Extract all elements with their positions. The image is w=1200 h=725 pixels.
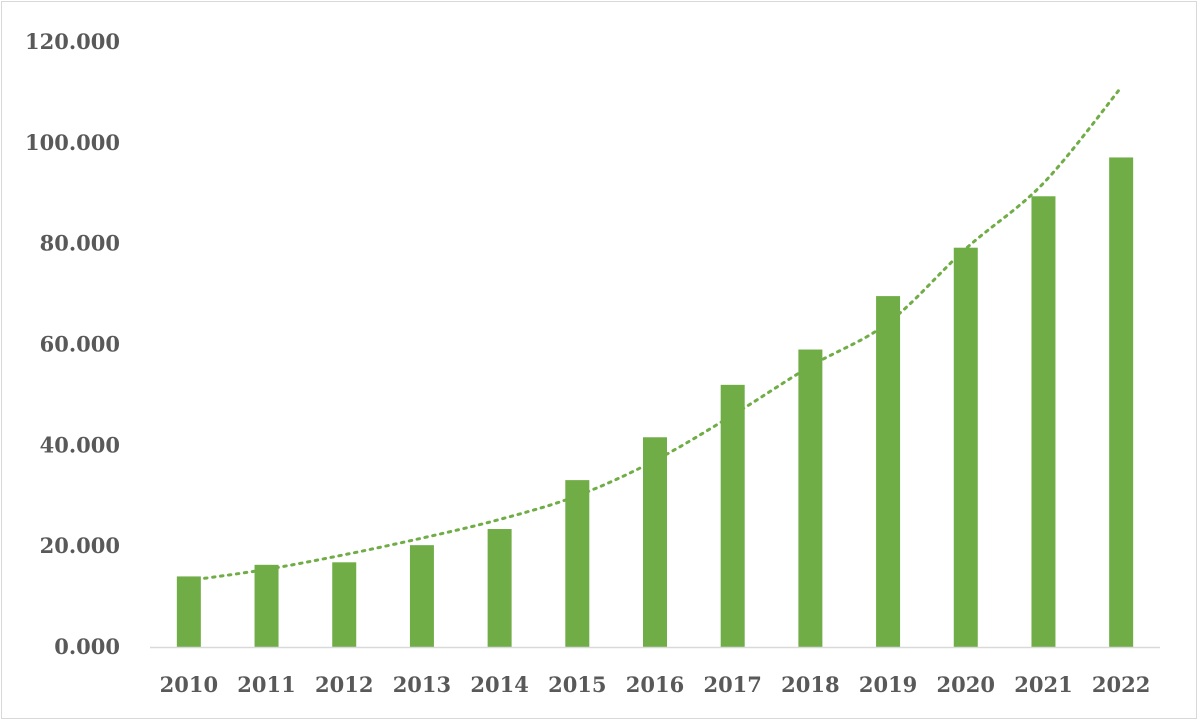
y-tick-label: 60.000 bbox=[40, 332, 120, 357]
y-axis-ticks: 0.000 20.000 40.000 60.000 80.000 100.000 120.… bbox=[25, 29, 120, 659]
x-tick-label: 2018 bbox=[781, 672, 839, 697]
x-tick-label: 2016 bbox=[626, 672, 684, 697]
bar bbox=[487, 529, 512, 647]
x-tick-label: 2015 bbox=[548, 672, 606, 697]
y-tick-label: 40.000 bbox=[40, 432, 120, 457]
x-tick-label: 2011 bbox=[237, 672, 295, 697]
x-tick-label: 2012 bbox=[315, 672, 373, 697]
trendline bbox=[187, 85, 1123, 582]
bar bbox=[1031, 196, 1056, 647]
x-tick-label: 2017 bbox=[703, 672, 761, 697]
y-tick-label: 100.000 bbox=[25, 130, 120, 155]
bar bbox=[176, 576, 201, 647]
x-tick-label: 2013 bbox=[393, 672, 451, 697]
x-tick-label: 2022 bbox=[1092, 672, 1150, 697]
bar bbox=[720, 384, 745, 647]
bar bbox=[1109, 157, 1134, 647]
bar bbox=[798, 349, 823, 647]
x-tick-label: 2020 bbox=[937, 672, 995, 697]
x-tick-label: 2014 bbox=[470, 672, 528, 697]
bar bbox=[565, 480, 590, 647]
x-axis-labels: 2010 2011 2012 2013 2014 2015 2016 2017 2018 2019… bbox=[160, 672, 1151, 697]
bar bbox=[332, 562, 357, 647]
x-tick-label: 2010 bbox=[160, 672, 218, 697]
bar bbox=[643, 437, 667, 647]
x-tick-label: 2019 bbox=[859, 672, 917, 697]
y-tick-label: 0.000 bbox=[54, 634, 120, 659]
bar bbox=[876, 296, 901, 647]
bar bbox=[254, 564, 279, 647]
y-tick-label: 20.000 bbox=[40, 533, 120, 558]
y-tick-label: 80.000 bbox=[40, 231, 120, 256]
bar bbox=[409, 545, 434, 647]
x-tick-label: 2021 bbox=[1014, 672, 1072, 697]
y-tick-label: 120.000 bbox=[25, 29, 120, 54]
bar bbox=[953, 247, 978, 647]
bars bbox=[176, 157, 1134, 647]
